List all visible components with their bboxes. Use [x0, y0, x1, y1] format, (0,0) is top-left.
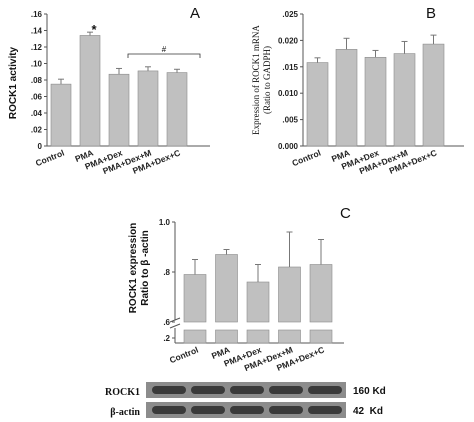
panel-c-y-tick-label: 1.0 — [159, 218, 171, 227]
panel-c-bar-pma-dex-m — [278, 266, 301, 323]
blot-label-rock1: ROCK1 — [105, 387, 140, 398]
panel-b-y-tick-label: 0.010 — [278, 89, 299, 98]
panel-c-y-axis-label-line1: ROCK1 expression — [128, 223, 139, 314]
panel-c-bar-base-pma-dex-c — [309, 329, 333, 344]
panel-a-y-tick-label: .06 — [31, 93, 43, 102]
panel-a-y-tick-label: .02 — [31, 126, 43, 135]
panel-a-y-tick-label: .16 — [31, 10, 43, 19]
rock1-band-lane-4 — [269, 386, 303, 394]
panel-a-label: A — [190, 5, 200, 22]
panel-c-bar-base-pma-dex — [246, 329, 270, 344]
panel-a-significance-hash: # — [162, 45, 167, 54]
panel-a-y-tick-label: .12 — [31, 43, 43, 52]
panel-a-bar-pma — [79, 35, 101, 147]
panel-a-bar-pma-dex-m — [137, 70, 159, 147]
rock1-band-lane-5 — [308, 386, 342, 394]
panel-a-y-axis-label: ROCK1 activity — [8, 46, 19, 119]
panel-c-bar-pma-dex — [246, 281, 270, 323]
panel-a-y-tick-label: 0 — [38, 142, 43, 151]
panel-b-bar-pma — [335, 49, 358, 147]
panel-c-y-axis-label-line2: Ratio to β -actin — [140, 230, 151, 306]
panel-b: B Expression of ROCK1 mRNA (Ratio to GAD… — [251, 5, 464, 176]
panel-c-y-tick-label: .2 — [163, 334, 170, 343]
blot-label-beta-actin: β-actin — [110, 407, 140, 418]
panel-b-bar-pma-dex-c — [422, 43, 445, 147]
panel-b-y-ticks: 0.000 .005 0.010 .015 0.020 .025 — [278, 10, 303, 151]
panel-c-label: C — [340, 205, 351, 222]
panel-a-y-tick-label: .04 — [31, 109, 43, 118]
panel-b-y-tick-label: .025 — [282, 10, 298, 19]
beta-actin-band-lane-2 — [191, 406, 225, 414]
panel-a-y-tick-label: .14 — [31, 27, 43, 36]
panel-a-significance-star: * — [91, 22, 97, 37]
panel-a-bracket — [127, 53, 201, 58]
panel-b-label: B — [426, 5, 436, 22]
panel-b-y-tick-label: .005 — [282, 116, 298, 125]
panel-a-y-ticks: 0 .02 .04 .06 .08 .10 .12 .14 .16 — [31, 10, 47, 151]
panel-c-bar-base-pma — [215, 329, 238, 344]
panel-b-y-axis-label-line2: (Ratio to GADPH) — [262, 46, 272, 114]
blot-bands — [152, 386, 342, 414]
panel-c-bars — [183, 231, 333, 344]
panel-a-y-tick-label: .08 — [31, 76, 43, 85]
panel-a: A ROCK1 activity 0 .02 .04 .06 .08 .10 .12 .14.… — [8, 5, 210, 176]
panel-a-y-tick-label: .10 — [31, 60, 43, 69]
panel-c-axis-break — [169, 317, 181, 329]
panel-a-bar-control — [50, 83, 72, 147]
panel-c-bar-base-control — [183, 329, 207, 344]
panel-a-bars — [50, 31, 188, 147]
panel-b-bars — [306, 34, 445, 147]
panel-c-bar-control — [183, 274, 207, 323]
panel-c-bar-base-pma-dex-m — [278, 329, 301, 344]
rock1-band-lane-2 — [191, 386, 225, 394]
panel-c-y-tick-label: .8 — [163, 268, 170, 277]
beta-actin-band-lane-5 — [308, 406, 342, 414]
panel-c-bar-pma-dex-c — [309, 264, 333, 323]
rock1-band-lane-3 — [230, 386, 264, 394]
panel-b-bar-control — [306, 62, 329, 147]
panel-c-y-tick-label: .6 — [163, 318, 170, 327]
panel-b-y-tick-label: .015 — [282, 63, 298, 72]
panel-b-bar-pma-dex-m — [393, 53, 416, 147]
blot-size-rock1: 160 Kd — [353, 386, 386, 397]
panel-a-bar-pma-dex — [108, 73, 130, 147]
panel-b-y-tick-label: 0.000 — [278, 142, 299, 151]
beta-actin-band-lane-3 — [230, 406, 264, 414]
panel-b-y-tick-label: 0.020 — [278, 36, 299, 45]
panel-c-bar-pma — [215, 254, 238, 323]
panel-b-bar-pma-dex — [364, 56, 387, 147]
beta-actin-band-lane-4 — [269, 406, 303, 414]
blot-size-beta-actin: 42 Kd — [353, 406, 383, 417]
beta-actin-band-lane-1 — [152, 406, 186, 414]
panel-a-bar-pma-dex-c — [166, 72, 188, 147]
rock1-band-lane-1 — [152, 386, 186, 394]
panel-c: C ROCK1 expression Ratio to β -actin .2.… — [128, 205, 351, 373]
panel-b-y-axis-label-line1: Expression of ROCK1 mRNA — [251, 25, 261, 135]
western-blot: ROCK1 β-actin 160 Kd 42 Kd — [105, 382, 386, 418]
panel-c-category-control: Control — [168, 345, 200, 366]
panel-c-y-ticks: .2 .6 .8 1.0 — [159, 218, 175, 343]
